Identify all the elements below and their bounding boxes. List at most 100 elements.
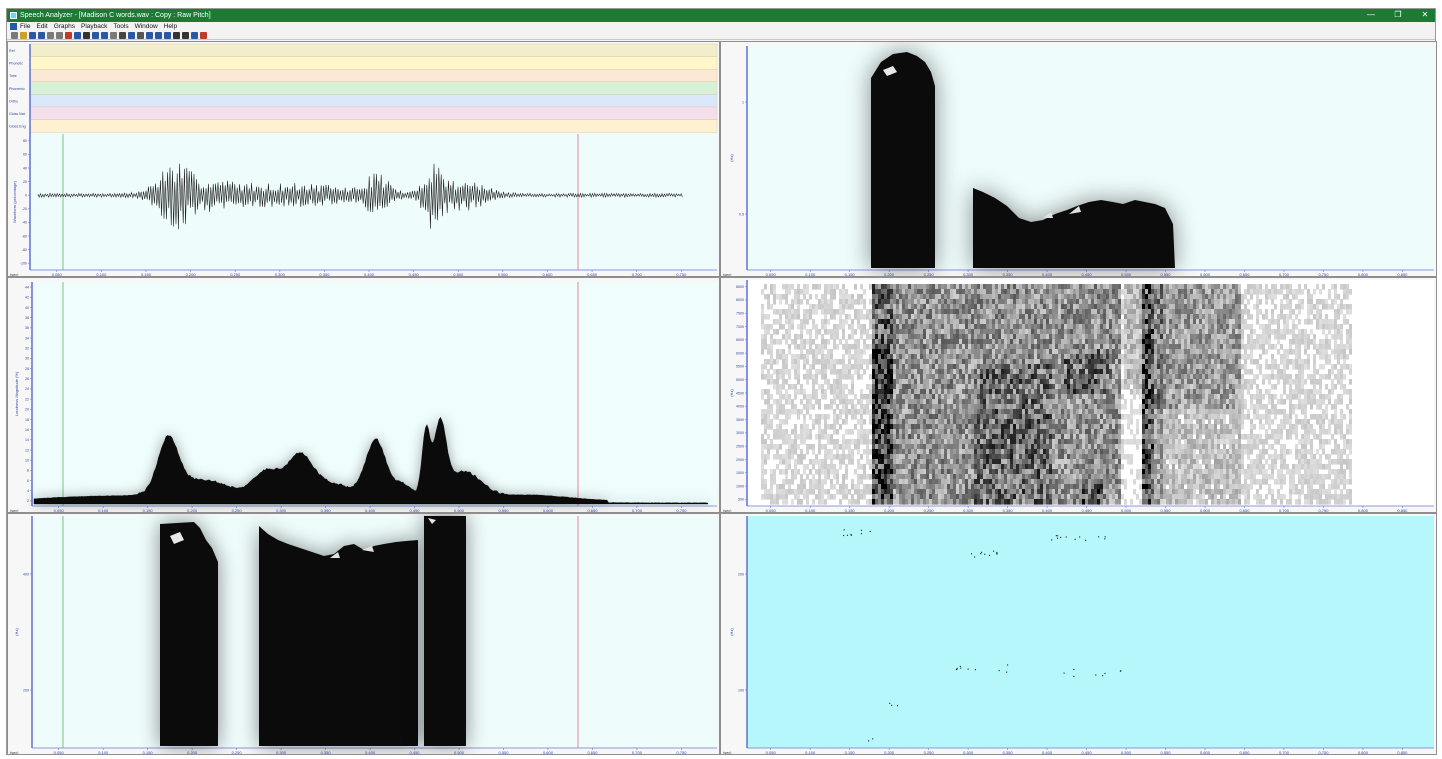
time-unit-label: (sec) [10,273,19,276]
stop-icon[interactable] [83,32,90,39]
time-tick-label: 0.350 [319,272,330,276]
minimize-button[interactable]: — [1367,10,1375,19]
redo-icon[interactable] [56,32,63,39]
time-tick-label: 0.700 [632,272,643,276]
zoom-out-icon[interactable] [101,32,108,39]
y-tick-label: 6 [27,479,29,483]
grid-icon[interactable] [119,32,126,39]
menu-edit[interactable]: Edit [36,23,48,30]
zoom-in-icon[interactable] [92,32,99,39]
play-icon[interactable] [74,32,81,39]
time-tick-label: 0.850 [1397,750,1408,754]
time-tick-label: 0.650 [587,508,598,512]
record-icon[interactable] [65,32,72,39]
restore-button[interactable]: ❐ [1394,10,1402,19]
waveform-pane[interactable]: Waveform (percentage) 80 60 40 20 0 -20 -40 -60 -… [7,41,720,277]
spectrogram-icon[interactable] [137,32,144,39]
pane-raw-pitch-svg: (Hz) 200 100 0.050 0.100 0.150 0.200 0.250 0.300… [721,514,1436,754]
time-tick-label: 0.650 [587,272,598,276]
menu-help[interactable]: Help [163,23,178,30]
time-tick-label: 0.400 [1042,750,1053,754]
time-tick-label: 0.250 [230,272,241,276]
y-tick-label: 8 [27,469,29,473]
spectrogram-image [761,284,1352,505]
pitch-pane-left[interactable]: (Hz) 400 200 0.050 0.100 0.150 0.200 0.250 0.300… [7,513,720,755]
time-tick-label: 0.250 [232,508,243,512]
time-tick-label: 0.850 [1397,272,1408,276]
time-tick-label: 0.150 [141,272,152,276]
bookmark-icon[interactable] [110,32,117,39]
time-tick-label: 0.250 [924,272,935,276]
time-tick-label: 0.050 [766,508,777,512]
y-axis-label: Waveform (percentage) [12,180,17,223]
undo-icon[interactable] [47,32,54,39]
time-unit-label: (sec) [723,273,732,276]
time-tick-label: 0.500 [453,272,464,276]
annotation-layer-0 [29,43,718,57]
close-button[interactable]: ✕ [1421,10,1429,19]
time-tick-label: 0.300 [275,272,286,276]
y-tick-label: 42 [25,296,29,300]
waveform-icon[interactable] [128,32,135,39]
y-tick-label: 100 [738,688,744,692]
annotation-layer-label: Gloss Nat. [9,112,26,116]
time-tick-label: 0.500 [1121,508,1132,512]
menu-playback[interactable]: Playback [81,23,108,30]
y-tick-label: 38 [25,316,29,320]
time-tick-label: 0.400 [365,750,376,754]
help-icon[interactable] [191,32,198,39]
y-tick-label: 26 [25,377,29,381]
menu-graphs[interactable]: Graphs [53,23,76,30]
time-tick-label: 0.600 [542,272,553,276]
save-icon[interactable] [29,32,36,39]
annotation-layer-6 [29,119,718,133]
pitch-icon[interactable] [146,32,153,39]
play-selection-icon[interactable] [164,32,171,39]
time-tick-label: 0.350 [1003,750,1014,754]
open-icon[interactable] [20,32,27,39]
pitch-pane-right[interactable]: (Hz) 1 0.5 0.050 0.100 0.150 0.200 0.250 0.300 0.… [720,41,1437,277]
y-tick-label: -40 [22,221,27,225]
loop-icon[interactable] [155,32,162,39]
menu-tools[interactable]: Tools [113,23,129,30]
menu-file[interactable]: File [20,23,31,30]
next-icon[interactable] [182,32,189,39]
loudness-trace [33,416,709,505]
y-tick-label: 5000 [736,378,744,382]
pitch-segment [973,188,1175,268]
time-tick-label: 0.450 [410,508,421,512]
prev-icon[interactable] [173,32,180,39]
time-tick-label: 0.600 [543,508,554,512]
y-tick-label: -20 [22,207,27,211]
y-tick-label: 44 [25,285,29,289]
loudness-pane[interactable]: Loudness Magnitude (%) 44 42 40 38 36 34 32 30 28… [7,277,720,513]
annotation-layer-label: Ortho [9,99,18,103]
y-axis-label: (Hz) [729,389,734,397]
document-icon[interactable] [10,23,17,30]
raw-pitch-pane[interactable]: (Hz) 200 100 0.050 0.100 0.150 0.200 0.250 0.300… [720,513,1437,755]
y-tick-label: 6500 [736,338,744,342]
new-icon[interactable] [11,32,18,39]
time-tick-label: 0.600 [543,750,554,754]
y-tick-label: 20 [23,180,27,184]
title-bar[interactable]: Speech Analyzer - [Madison C words.wav :… [7,9,1435,22]
time-tick-label: 0.150 [845,272,856,276]
y-tick-label: 200 [738,572,744,576]
save-as-icon[interactable] [38,32,45,39]
time-tick-label: 0.300 [963,750,974,754]
y-tick-label: 0.5 [739,212,744,216]
time-tick-label: 0.100 [98,750,109,754]
exit-icon[interactable] [200,32,207,39]
time-tick-label: 0.100 [805,272,816,276]
y-tick-label: 5500 [736,365,744,369]
y-tick-label: 80 [23,139,27,143]
time-tick-label: 0.050 [52,272,63,276]
menu-window[interactable]: Window [134,23,158,30]
spectrogram-pane[interactable]: (Hz) 8500 8000 7500 7000 6500 6000 5500 5000 4500… [720,277,1437,513]
pane-spectrogram-svg: (Hz) 8500 8000 7500 7000 6500 6000 5500 5000 4500… [721,278,1436,512]
time-tick-label: 0.450 [410,750,421,754]
y-tick-label: 500 [738,498,744,502]
y-tick-label: 4 [27,489,29,493]
y-tick-label: 1 [742,100,744,104]
time-tick-label: 0.800 [1358,508,1369,512]
